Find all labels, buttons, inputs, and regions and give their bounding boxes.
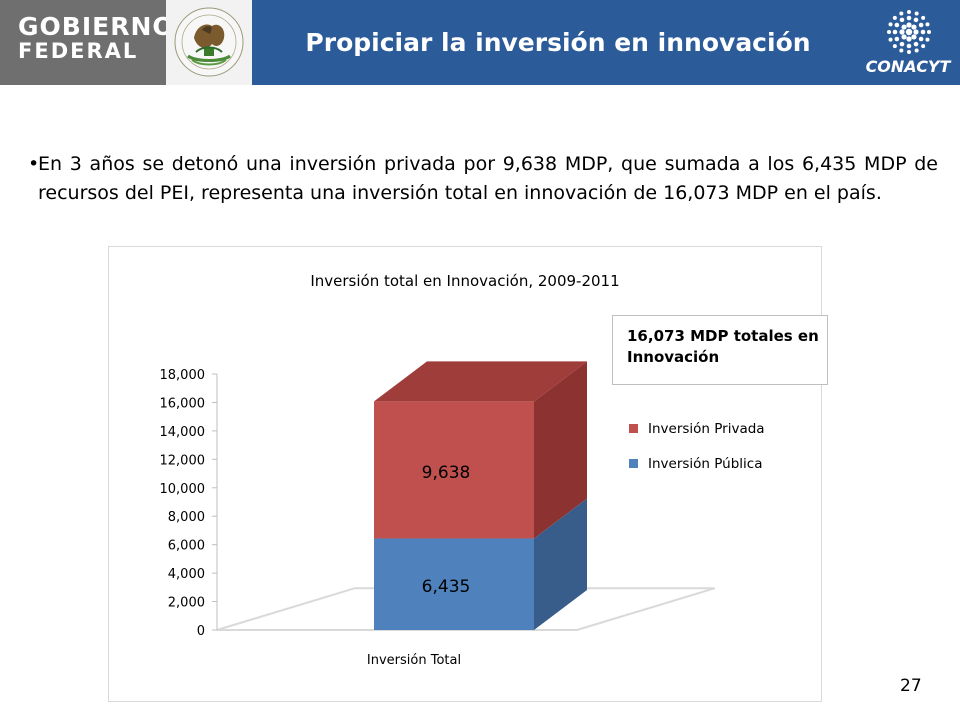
legend-item-privada: Inversión Privada — [629, 411, 765, 446]
legend-label-publica: Inversión Pública — [648, 455, 763, 472]
y-tick-label: 18,000 — [160, 368, 206, 383]
bar-side-0 — [534, 498, 587, 630]
legend-swatch-privada — [629, 424, 638, 433]
legend-item-publica: Inversión Pública — [629, 446, 765, 481]
bar-top — [374, 361, 587, 402]
legend-swatch-publica — [629, 459, 638, 468]
conacyt-logo-icon — [864, 8, 954, 78]
data-label-0: 6,435 — [422, 577, 471, 597]
y-tick-label: 10,000 — [160, 482, 206, 497]
page-number: 27 — [900, 676, 922, 696]
bar-segment-0 — [374, 538, 534, 630]
mexico-seal-icon — [166, 0, 252, 85]
gobierno-federal-logo: GOBIERNO FEDERAL — [0, 0, 174, 85]
callout-text: 16,073 MDP totales en Innovación — [627, 327, 819, 366]
summary-text: En 3 años se detonó una inversión privad… — [38, 153, 938, 204]
data-label-1: 9,638 — [422, 463, 471, 483]
chart-canvas: Inversión total en Innovación, 2009-2011… — [160, 272, 716, 668]
summary-bullet: • En 3 años se detonó una inversión priv… — [28, 150, 938, 208]
org-line1: GOBIERNO — [18, 12, 175, 41]
y-tick-label: 6,000 — [168, 539, 205, 554]
investment-chart: Inversión total en Innovación, 2009-2011… — [108, 246, 828, 702]
y-tick-label: 8,000 — [168, 510, 205, 525]
bar-segment-1 — [374, 401, 534, 539]
x-category-label: Inversión Total — [367, 653, 461, 668]
y-tick-label: 0 — [197, 624, 205, 639]
chart-title: Inversión total en Innovación, 2009-2011 — [310, 272, 619, 290]
y-tick-label: 14,000 — [160, 425, 206, 440]
y-tick-label: 12,000 — [160, 453, 206, 468]
header-bar: GOBIERNO FEDERAL Propiciar la inversión … — [0, 0, 960, 85]
y-tick-label: 4,000 — [168, 567, 205, 582]
chart-legend: Inversión Privada Inversión Pública — [629, 411, 765, 481]
org-line2: FEDERAL — [18, 39, 139, 63]
y-tick-label: 2,000 — [168, 596, 205, 611]
legend-label-privada: Inversión Privada — [648, 420, 765, 437]
page-title: Propiciar la inversión en innovación — [305, 28, 811, 57]
bullet-icon: • — [28, 153, 40, 175]
total-callout: 16,073 MDP totales en Innovación — [612, 315, 828, 385]
bar-side-1 — [534, 361, 587, 539]
conacyt-label: CONACYT — [865, 57, 951, 76]
y-tick-label: 16,000 — [160, 396, 206, 411]
